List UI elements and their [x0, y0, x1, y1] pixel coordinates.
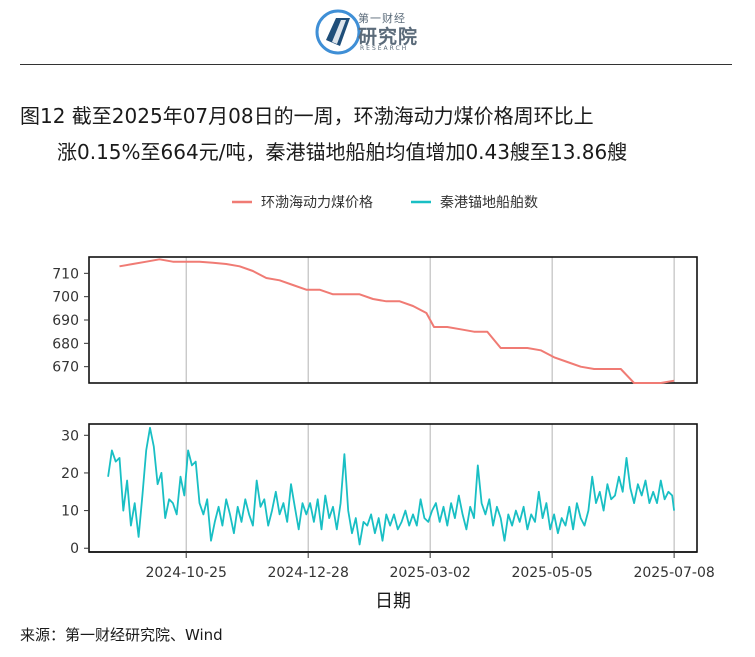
x-axis: 2024-10-25 2024-12-28 2025-03-02 2025-05-05…	[89, 551, 715, 581]
x-axis-title: 日期	[375, 591, 411, 612]
ships-panel: 0 10 20 30	[61, 423, 698, 557]
legend: 环渤海动力煤价格 秦港锚地船舶数	[232, 195, 538, 211]
chart: 环渤海动力煤价格 秦港锚地船舶数 670 680 690 700 710 0 10 20 30…	[52, 195, 715, 612]
logo-ring	[315, 9, 361, 55]
panel-frame	[88, 256, 698, 384]
y-tick-label-2: 20	[61, 466, 79, 482]
x-tick-label-2: 2025-03-02	[389, 565, 470, 581]
y-tick-label-1: 680	[52, 336, 79, 352]
y-tick-label-3: 30	[61, 428, 79, 444]
y-tick-label-0: 0	[70, 541, 79, 557]
logo-en-text: RESEARCH	[360, 45, 409, 52]
y-tick-label-2: 690	[52, 313, 79, 329]
header-divider	[20, 64, 732, 65]
ships-series-line	[107, 426, 675, 546]
x-tick-label-1: 2024-12-28	[267, 565, 348, 581]
price-panel: 670 680 690 700 710	[52, 256, 698, 384]
x-tick-label-0: 2024-10-25	[146, 565, 227, 581]
price-series-line	[119, 258, 675, 384]
y-tick-label-3: 700	[52, 290, 79, 306]
figure-title-line-2: 涨0.15%至664元/吨，秦港锚地船舶均值增加0.43艘至13.86艘	[57, 140, 628, 164]
source-note: 来源：第一财经研究院、Wind	[20, 626, 223, 644]
logo-main-text: 研究院	[358, 26, 419, 48]
y-tick-label-4: 710	[52, 266, 79, 282]
research-logo	[315, 9, 361, 55]
logo-small-text: 第一财经	[358, 12, 406, 25]
y-tick-label-1: 10	[61, 504, 79, 520]
y-tick-label-0: 670	[52, 360, 79, 376]
x-tick-label-4: 2025-07-08	[633, 565, 714, 581]
figure-title-line-1: 图12 截至2025年07月08日的一周，环渤海动力煤价格周环比上	[20, 104, 594, 128]
x-tick-label-3: 2025-05-05	[511, 565, 592, 581]
legend-label-price: 环渤海动力煤价格	[261, 195, 373, 211]
legend-label-ships: 秦港锚地船舶数	[440, 195, 538, 211]
